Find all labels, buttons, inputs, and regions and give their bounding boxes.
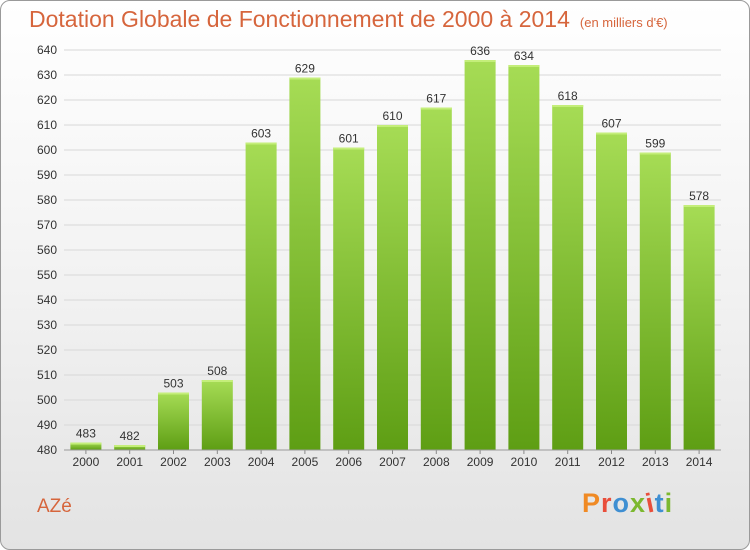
bar-top-highlight bbox=[464, 60, 496, 62]
value-label: 483 bbox=[76, 427, 96, 441]
bar-2008 bbox=[420, 107, 452, 450]
value-label: 503 bbox=[163, 377, 183, 391]
value-label: 634 bbox=[514, 49, 534, 63]
y-tick-label: 560 bbox=[37, 243, 57, 257]
y-tick-label: 510 bbox=[37, 368, 57, 382]
bar-2014 bbox=[683, 205, 715, 450]
logo-letter: i bbox=[664, 488, 674, 518]
x-tick-label: 2008 bbox=[423, 455, 450, 469]
bar-top-highlight bbox=[377, 125, 408, 127]
bar-2011 bbox=[552, 105, 584, 450]
bar-top-highlight bbox=[114, 445, 146, 447]
x-tick-label: 2007 bbox=[379, 455, 406, 469]
value-labels: 483 482 503 508 603 629 601 610 617 636 634 618 607 5… bbox=[76, 44, 710, 443]
bar-top-highlight bbox=[245, 142, 277, 145]
bar-2013 bbox=[639, 152, 671, 450]
value-label: 599 bbox=[645, 137, 665, 151]
bar-top-highlight bbox=[201, 380, 233, 382]
value-label: 482 bbox=[120, 429, 140, 443]
bar-2001 bbox=[114, 445, 146, 450]
bar-top-highlight bbox=[596, 132, 627, 135]
logo-letter: o bbox=[612, 488, 631, 518]
bar-2012 bbox=[596, 132, 627, 450]
y-tick-label: 640 bbox=[37, 43, 57, 57]
x-tick-label: 2002 bbox=[160, 455, 187, 469]
x-tick-label: 2011 bbox=[555, 455, 581, 469]
x-tick-label: 2005 bbox=[292, 455, 319, 469]
y-tick-label: 600 bbox=[37, 143, 57, 157]
proxiti-logo: Proxiti bbox=[582, 487, 674, 519]
value-label: 603 bbox=[251, 127, 271, 141]
bar-2006 bbox=[333, 147, 365, 450]
bar-top-highlight bbox=[639, 152, 671, 155]
y-axis-ticks: 480 490 500 510 520 530 540 550 560 570 580 590 600 6… bbox=[37, 43, 57, 457]
y-tick-label: 490 bbox=[37, 418, 57, 432]
bar-top-highlight bbox=[70, 442, 102, 445]
bar-top-highlight bbox=[289, 77, 321, 80]
y-tick-label: 530 bbox=[37, 318, 57, 332]
bar-2010 bbox=[508, 65, 540, 450]
bar-2004 bbox=[245, 142, 277, 450]
y-tick-label: 630 bbox=[37, 68, 57, 82]
bar-2009 bbox=[464, 60, 496, 450]
value-label: 636 bbox=[470, 44, 490, 58]
bar-top-highlight bbox=[158, 392, 189, 395]
x-tick-label: 2010 bbox=[511, 455, 538, 469]
title-text: Dotation Globale de Fonctionnement de 20… bbox=[29, 6, 570, 32]
y-tick-label: 580 bbox=[37, 193, 57, 207]
x-tick-label: 2009 bbox=[467, 455, 494, 469]
y-tick-label: 480 bbox=[37, 443, 57, 457]
bar-2007 bbox=[377, 125, 408, 450]
value-label: 617 bbox=[426, 92, 446, 106]
bars bbox=[70, 60, 715, 450]
value-label: 607 bbox=[601, 117, 621, 131]
bar-2000 bbox=[70, 442, 102, 450]
bar-top-highlight bbox=[508, 65, 540, 67]
y-tick-label: 610 bbox=[37, 118, 57, 132]
y-tick-label: 550 bbox=[37, 268, 57, 282]
x-tick-label: 2000 bbox=[73, 455, 100, 469]
x-tick-label: 2012 bbox=[598, 455, 625, 469]
chart-title: Dotation Globale de Fonctionnement de 20… bbox=[29, 6, 668, 33]
value-label: 578 bbox=[689, 189, 709, 203]
x-tick-label: 2014 bbox=[686, 455, 713, 469]
x-tick-label: 2003 bbox=[204, 455, 231, 469]
bar-2003 bbox=[201, 380, 233, 450]
y-tick-label: 520 bbox=[37, 343, 57, 357]
value-label: 618 bbox=[558, 89, 578, 103]
x-tick-label: 2006 bbox=[335, 455, 362, 469]
y-tick-label: 570 bbox=[37, 218, 57, 232]
logo-letter: t bbox=[654, 488, 665, 518]
value-label: 610 bbox=[382, 109, 402, 123]
bar-2002 bbox=[158, 392, 189, 450]
logo-letter: r bbox=[601, 488, 613, 518]
bar-top-highlight bbox=[333, 147, 365, 150]
bar-top-highlight bbox=[420, 107, 452, 110]
y-tick-label: 620 bbox=[37, 93, 57, 107]
bar-top-highlight bbox=[683, 205, 715, 207]
logo-letter: P bbox=[582, 488, 602, 518]
x-axis-ticks: 2000 2001 2002 2003 2004 2005 2006 2007 2008 2009… bbox=[73, 450, 713, 469]
x-tick-label: 2001 bbox=[116, 455, 143, 469]
commune-name: AZé bbox=[37, 496, 72, 517]
x-tick-label: 2013 bbox=[642, 455, 669, 469]
bar-2005 bbox=[289, 77, 321, 450]
value-label: 601 bbox=[339, 132, 359, 146]
x-tick-label: 2004 bbox=[248, 455, 275, 469]
value-label: 629 bbox=[295, 62, 315, 76]
bar-top-highlight bbox=[552, 105, 584, 107]
y-tick-label: 540 bbox=[37, 293, 57, 307]
value-label: 508 bbox=[207, 364, 227, 378]
y-tick-label: 590 bbox=[37, 168, 57, 182]
y-tick-label: 500 bbox=[37, 393, 57, 407]
chart-subtitle: (en milliers d'€) bbox=[579, 15, 668, 30]
logo-letter: x bbox=[630, 488, 647, 518]
